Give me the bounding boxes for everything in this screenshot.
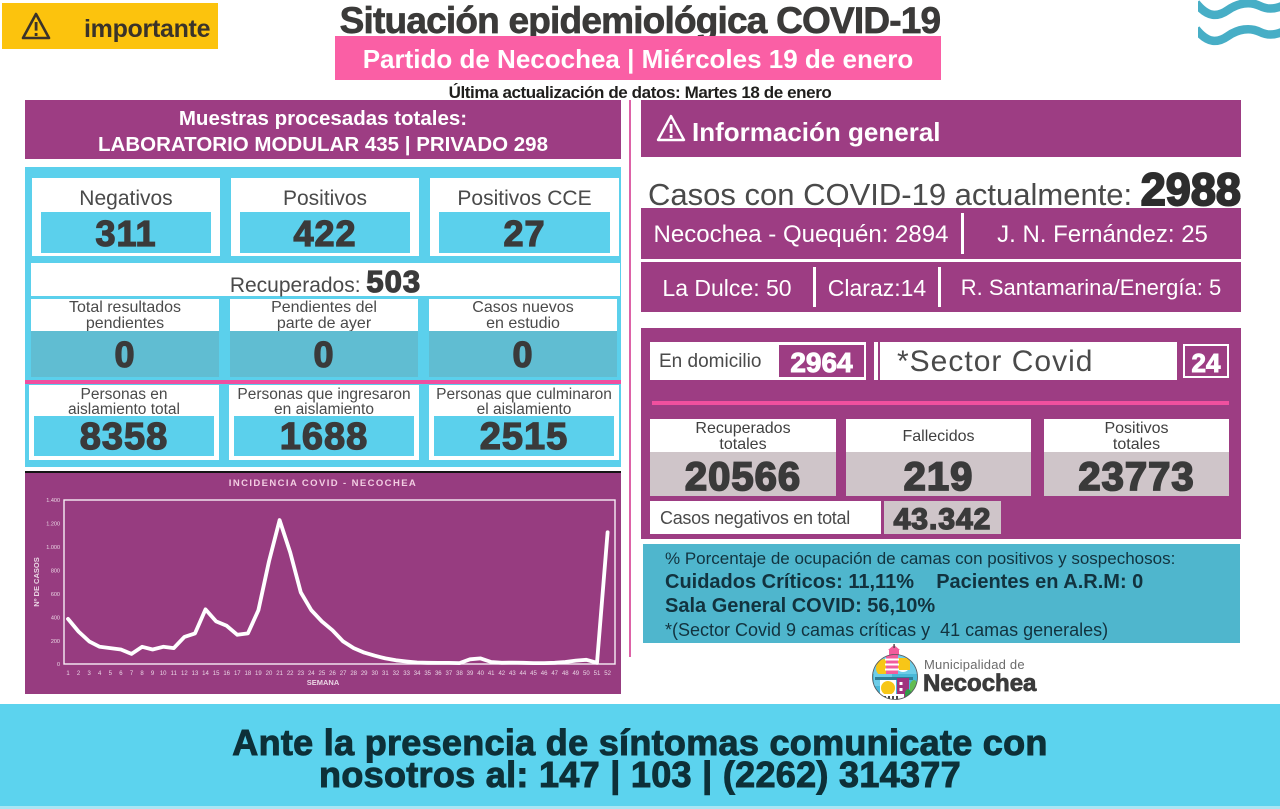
svg-text:1.200: 1.200	[46, 522, 60, 528]
svg-text:5: 5	[109, 671, 113, 677]
svg-text:38: 38	[456, 671, 463, 677]
svg-text:43: 43	[509, 671, 516, 677]
svg-text:50: 50	[583, 671, 590, 677]
svg-text:6: 6	[119, 671, 123, 677]
svg-text:23: 23	[297, 671, 304, 677]
svg-text:SEMANA: SEMANA	[307, 678, 340, 687]
svg-text:29: 29	[361, 671, 368, 677]
svg-text:Nº DE CASOS: Nº DE CASOS	[32, 557, 41, 606]
svg-text:2: 2	[77, 671, 81, 677]
svg-text:32: 32	[393, 671, 400, 677]
svg-text:15: 15	[213, 671, 220, 677]
svg-text:26: 26	[329, 671, 336, 677]
svg-text:11: 11	[171, 671, 178, 677]
svg-text:20: 20	[266, 671, 273, 677]
svg-text:48: 48	[562, 671, 569, 677]
svg-text:46: 46	[541, 671, 548, 677]
svg-text:12: 12	[181, 671, 188, 677]
svg-text:10: 10	[160, 671, 167, 677]
svg-text:1.000: 1.000	[46, 545, 60, 551]
svg-text:42: 42	[498, 671, 505, 677]
svg-text:52: 52	[604, 671, 611, 677]
svg-text:INCIDENCIA COVID - NECOCHEA: INCIDENCIA COVID - NECOCHEA	[229, 478, 417, 489]
svg-text:4: 4	[98, 671, 102, 677]
svg-text:14: 14	[202, 671, 209, 677]
svg-text:40: 40	[477, 671, 484, 677]
svg-text:21: 21	[276, 671, 283, 677]
svg-text:49: 49	[572, 671, 579, 677]
svg-text:600: 600	[51, 592, 60, 598]
svg-text:400: 400	[51, 615, 60, 621]
svg-text:28: 28	[350, 671, 357, 677]
svg-text:19: 19	[255, 671, 262, 677]
svg-text:1.400: 1.400	[46, 498, 60, 504]
svg-text:44: 44	[520, 671, 527, 677]
svg-text:34: 34	[414, 671, 421, 677]
svg-text:9: 9	[151, 671, 155, 677]
svg-text:16: 16	[223, 671, 230, 677]
svg-text:39: 39	[467, 671, 474, 677]
svg-text:1: 1	[66, 671, 70, 677]
svg-text:22: 22	[287, 671, 294, 677]
svg-text:3: 3	[88, 671, 92, 677]
svg-text:36: 36	[435, 671, 442, 677]
svg-text:51: 51	[594, 671, 601, 677]
svg-text:18: 18	[245, 671, 252, 677]
svg-text:30: 30	[371, 671, 378, 677]
svg-text:0: 0	[57, 662, 60, 668]
svg-text:33: 33	[403, 671, 410, 677]
svg-text:41: 41	[488, 671, 495, 677]
svg-text:25: 25	[319, 671, 326, 677]
svg-text:27: 27	[340, 671, 347, 677]
svg-text:200: 200	[51, 639, 60, 645]
svg-text:45: 45	[530, 671, 537, 677]
svg-text:37: 37	[446, 671, 453, 677]
svg-text:35: 35	[424, 671, 431, 677]
svg-text:8: 8	[140, 671, 144, 677]
svg-text:24: 24	[308, 671, 315, 677]
svg-text:47: 47	[551, 671, 558, 677]
svg-text:17: 17	[234, 671, 241, 677]
svg-text:800: 800	[51, 569, 60, 575]
svg-text:7: 7	[130, 671, 134, 677]
svg-text:13: 13	[192, 671, 199, 677]
svg-text:31: 31	[382, 671, 389, 677]
